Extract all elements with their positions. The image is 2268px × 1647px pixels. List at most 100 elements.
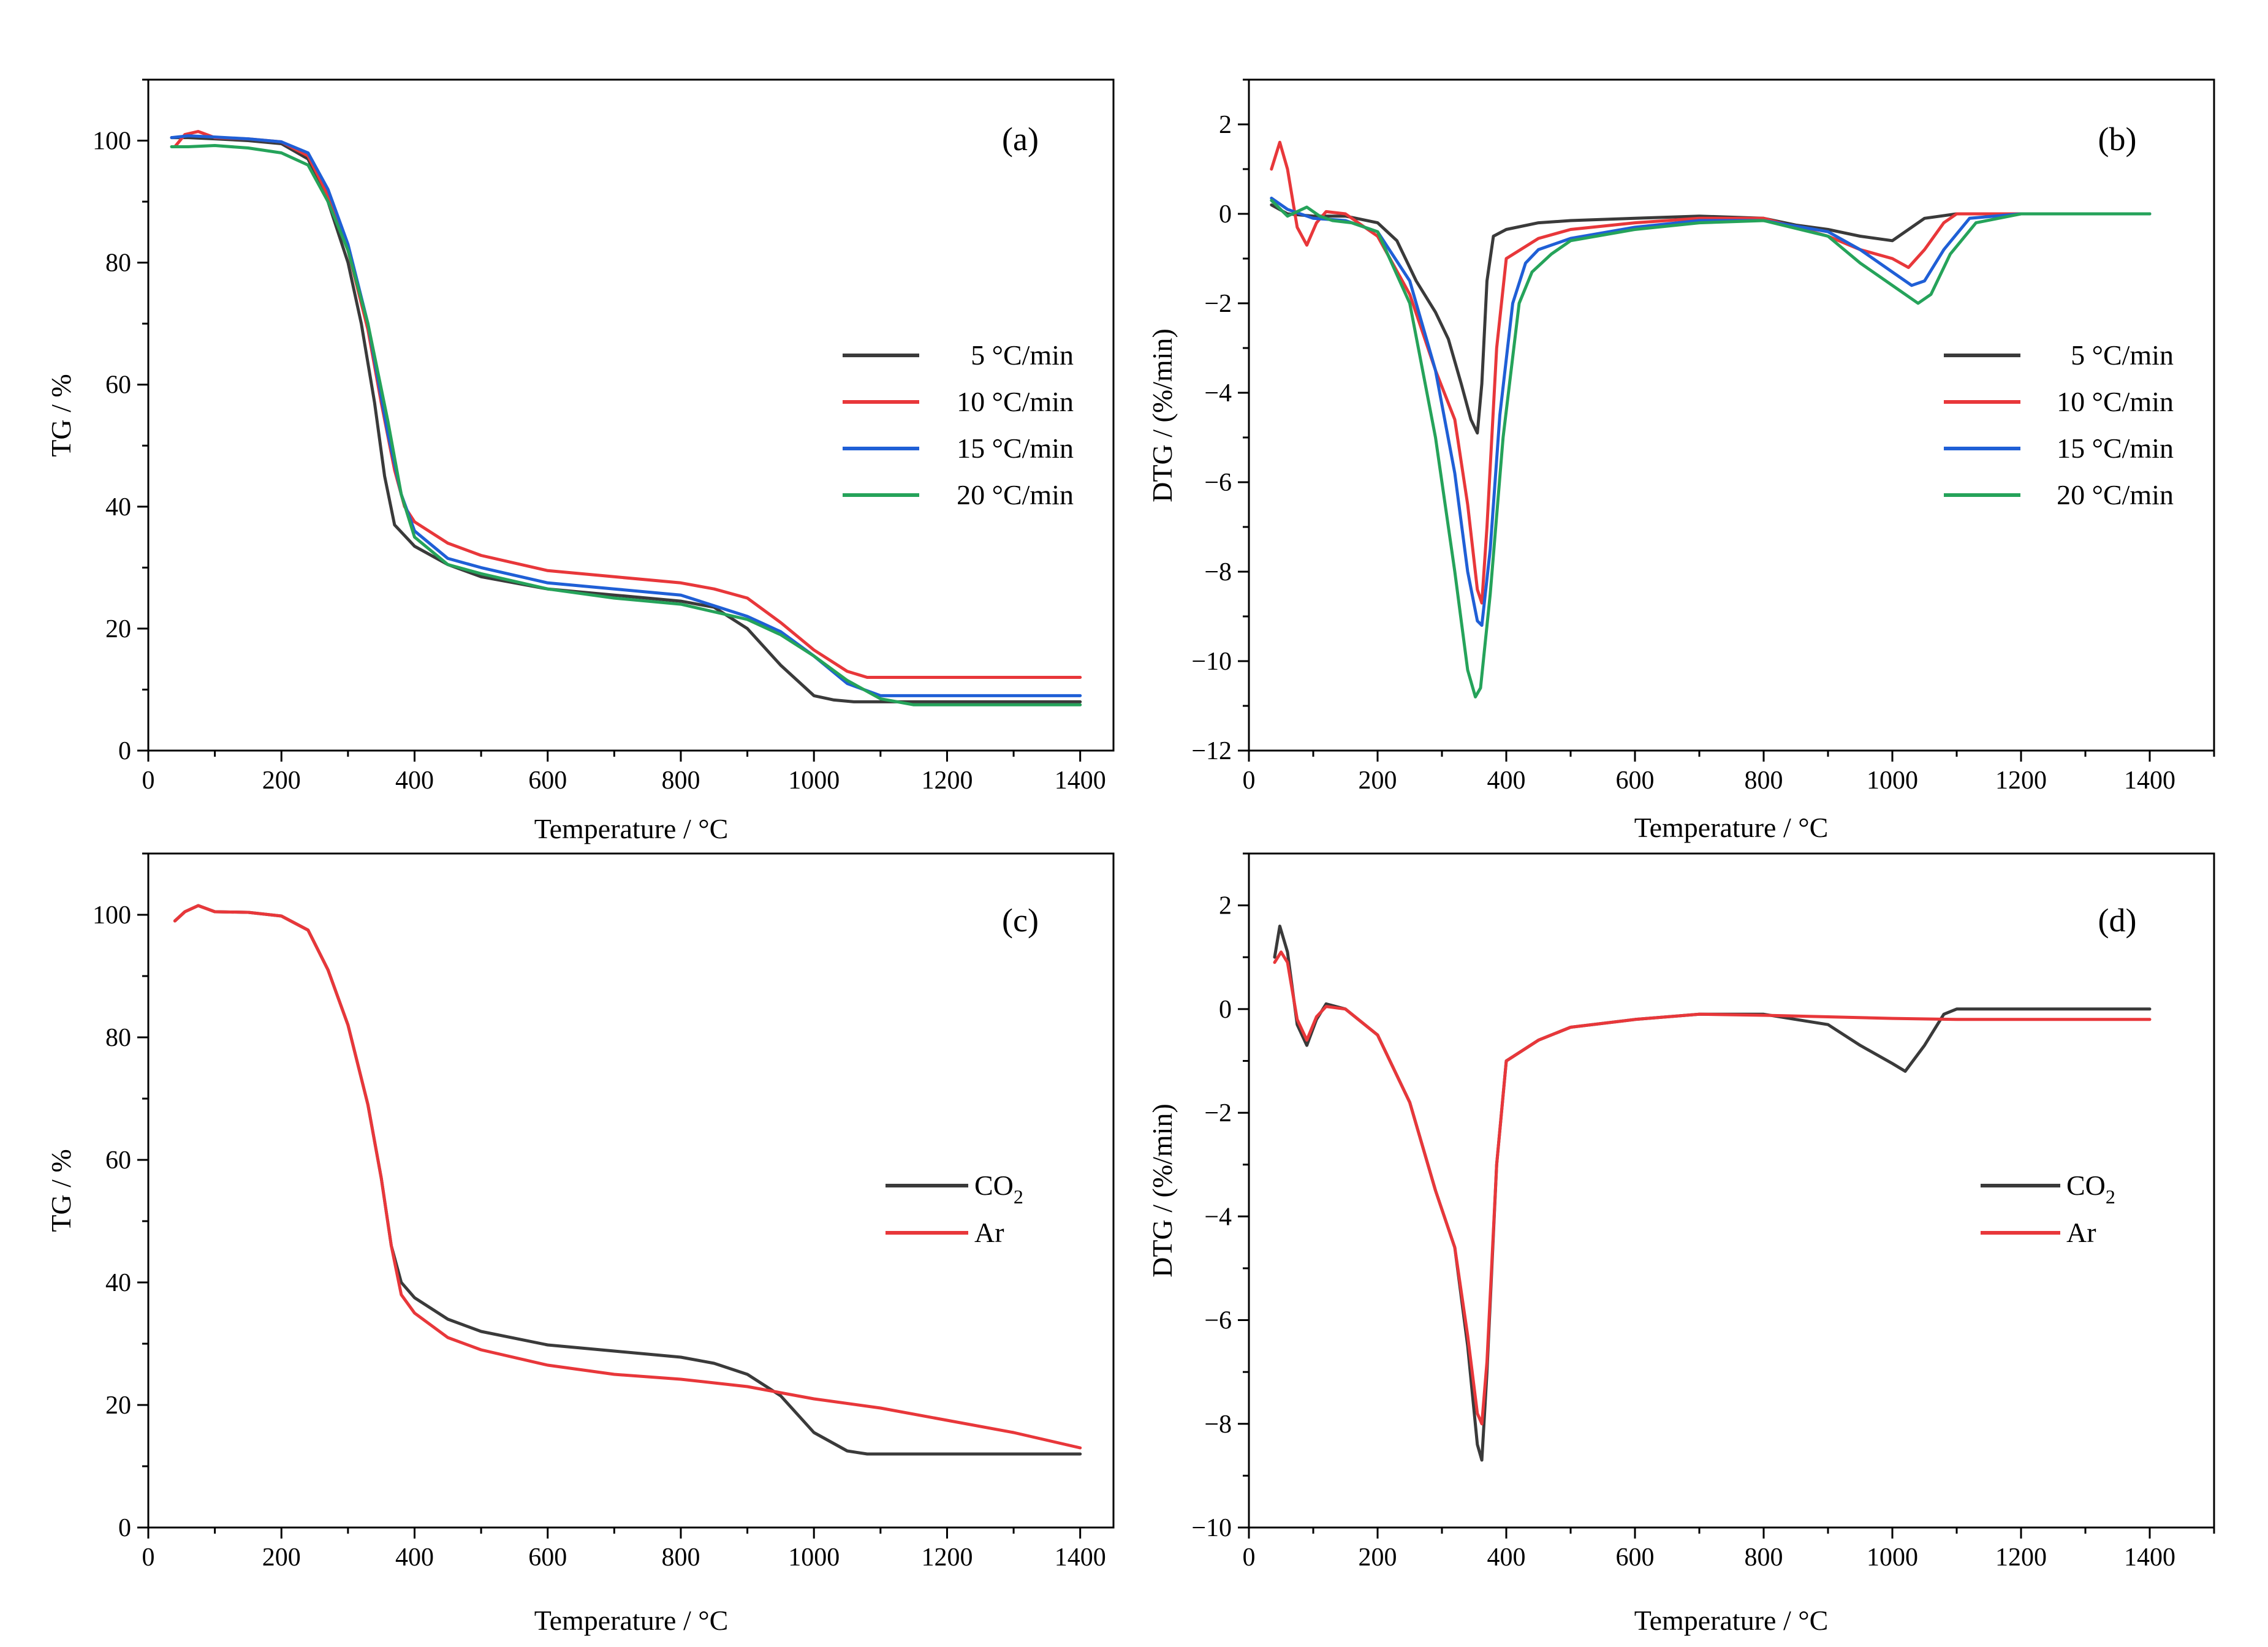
series-line-rate_5 [1270, 203, 2152, 435]
x-tick-label: 1400 [1055, 1543, 1106, 1572]
panel-d-ticks: 0 200 400 600 800 1000 1200 1400 −10 −8 −6 −4 −2 0 2 [1191, 852, 2215, 1572]
y-tick-label: 2 [1219, 892, 1232, 920]
x-tick-label: 0 [1243, 767, 1256, 795]
x-tick-label: 1200 [1995, 767, 2047, 795]
panel-d-plot-frame [1248, 852, 2215, 1529]
panel-c-x-axis-title: Temperature / °C [534, 1605, 729, 1636]
x-tick-label: 0 [142, 1543, 155, 1572]
y-tick-label: 80 [105, 1024, 131, 1052]
y-tick-label: 0 [118, 737, 131, 765]
panel-a-tag: (a) [1002, 121, 1039, 157]
panel-a-ticks: 0 200 400 600 800 1000 1200 1400 0 20 40 60 80 100 [93, 78, 1106, 795]
panel-b-legend: 5 °C/min 10 °C/min 15 °C/min 20 °C/min [1944, 339, 2174, 510]
legend-label-20: 20 °C/min [2057, 479, 2174, 510]
y-tick-label: 40 [105, 1269, 131, 1297]
y-tick-label: −10 [1191, 648, 1232, 676]
legend-label-5: 5 °C/min [2071, 339, 2174, 371]
x-tick-label: 200 [1359, 1543, 1397, 1572]
series-line-ar [173, 904, 1082, 1450]
series-line-rate_5 [170, 136, 1082, 703]
panel-c-legend: CO2 Ar [886, 1170, 1023, 1248]
x-tick-label: 1000 [788, 1543, 840, 1572]
x-tick-label: 0 [1243, 1543, 1256, 1572]
y-tick-label: 80 [105, 249, 131, 278]
panel-b-dtg-heating-rates: 0 200 400 600 800 1000 1200 1400 −12 −10 −8 −6 −4 −2 0… [1147, 78, 2215, 843]
panel-b-y-axis-title: DTG / (%/min) [1147, 328, 1178, 502]
x-tick-label: 1000 [1867, 767, 1918, 795]
panel-a-y-axis-title: TG / % [45, 374, 77, 456]
series-line-rate_10 [1270, 140, 2152, 605]
legend-label-co2: CO2 [974, 1170, 1023, 1208]
y-tick-label: −6 [1204, 1307, 1232, 1335]
y-tick-label: 100 [93, 127, 131, 156]
x-tick-label: 800 [661, 767, 700, 795]
legend-label-15: 15 °C/min [957, 433, 1074, 464]
x-tick-label: 200 [262, 767, 301, 795]
legend-label-20: 20 °C/min [957, 479, 1074, 510]
panel-d-y-axis-title: DTG / (%/min) [1147, 1104, 1178, 1278]
panel-a-plot-frame [147, 78, 1115, 752]
y-tick-label: 60 [105, 1146, 131, 1175]
x-tick-label: 1000 [788, 767, 840, 795]
y-tick-label: 20 [105, 1391, 131, 1420]
x-tick-label: 0 [142, 767, 155, 795]
panel-a-tg-heating-rates: 0 200 400 600 800 1000 1200 1400 0 20 40 60 80 100 (a… [45, 78, 1115, 844]
panel-c-tag: (c) [1002, 902, 1039, 939]
y-tick-label: 0 [1219, 200, 1232, 229]
panel-a-series [170, 130, 1082, 706]
legend-label-co2: CO2 [2066, 1170, 2115, 1208]
x-tick-label: 800 [1745, 767, 1783, 795]
legend-label-10: 10 °C/min [2057, 386, 2174, 417]
x-tick-label: 800 [1745, 1543, 1783, 1572]
x-tick-label: 1000 [1867, 1543, 1918, 1572]
x-tick-label: 200 [262, 1543, 301, 1572]
panel-d-x-axis-title: Temperature / °C [1634, 1605, 1829, 1636]
series-line-rate_15 [1270, 196, 2152, 627]
panel-d-tag: (d) [2098, 902, 2137, 939]
x-tick-label: 1200 [921, 1543, 973, 1572]
panel-d-series [1273, 925, 2152, 1462]
y-tick-label: 2 [1219, 111, 1232, 139]
x-tick-label: 1400 [1055, 767, 1106, 795]
series-line-rate_15 [170, 134, 1082, 697]
panel-c-y-axis-title: TG / % [45, 1149, 77, 1232]
x-tick-label: 400 [395, 767, 434, 795]
legend-label-10: 10 °C/min [957, 386, 1074, 417]
panel-b-plot-frame [1248, 78, 2215, 752]
legend-label-15: 15 °C/min [2057, 433, 2174, 464]
y-tick-label: −8 [1204, 558, 1232, 586]
series-line-rate_20 [170, 144, 1082, 706]
y-tick-label: −4 [1204, 379, 1232, 407]
panel-b-series [1270, 140, 2152, 699]
y-tick-label: −12 [1191, 737, 1232, 765]
x-tick-label: 600 [1616, 767, 1655, 795]
panel-d-legend: CO2 Ar [1981, 1170, 2115, 1248]
series-line-co2 [173, 904, 1082, 1456]
y-tick-label: 20 [105, 615, 131, 643]
y-tick-label: 60 [105, 371, 131, 399]
y-tick-label: −10 [1191, 1514, 1232, 1542]
x-tick-label: 400 [1487, 767, 1526, 795]
x-tick-label: 400 [395, 1543, 434, 1572]
x-tick-label: 600 [528, 767, 567, 795]
panel-c-plot-frame [147, 852, 1115, 1529]
x-tick-label: 600 [1616, 1543, 1655, 1572]
x-tick-label: 1200 [1995, 1543, 2047, 1572]
y-tick-label: 0 [118, 1514, 131, 1542]
panel-c-tg-atmosphere: 0 200 400 600 800 1000 1200 1400 0 20 40 60 80 100 (c… [45, 852, 1115, 1636]
y-tick-label: −8 [1204, 1410, 1232, 1439]
x-tick-label: 800 [661, 1543, 700, 1572]
x-tick-label: 1400 [2124, 767, 2175, 795]
y-tick-label: −4 [1204, 1203, 1232, 1231]
legend-label-ar: Ar [2066, 1217, 2096, 1248]
y-tick-label: 0 [1219, 996, 1232, 1024]
series-line-rate_20 [1270, 199, 2152, 699]
y-tick-label: −6 [1204, 469, 1232, 497]
y-tick-label: 40 [105, 493, 131, 521]
series-line-ar [1273, 950, 2152, 1426]
legend-label-ar: Ar [974, 1217, 1004, 1248]
x-tick-label: 1200 [921, 767, 973, 795]
series-line-co2 [1273, 925, 2152, 1462]
x-tick-label: 400 [1487, 1543, 1526, 1572]
